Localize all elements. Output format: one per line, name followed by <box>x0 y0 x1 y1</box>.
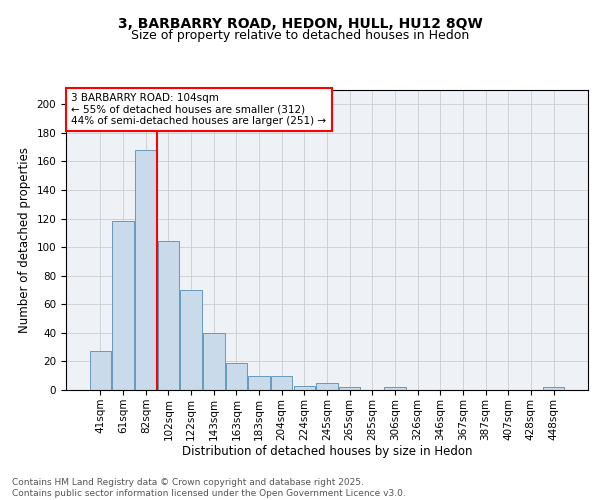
Bar <box>112 222 134 390</box>
Bar <box>339 387 361 390</box>
Bar <box>203 333 224 390</box>
Bar <box>226 363 247 390</box>
Bar <box>248 376 270 390</box>
Bar <box>293 386 315 390</box>
Text: Contains HM Land Registry data © Crown copyright and database right 2025.
Contai: Contains HM Land Registry data © Crown c… <box>12 478 406 498</box>
Bar <box>90 352 111 390</box>
Y-axis label: Number of detached properties: Number of detached properties <box>18 147 31 333</box>
Text: 3, BARBARRY ROAD, HEDON, HULL, HU12 8QW: 3, BARBARRY ROAD, HEDON, HULL, HU12 8QW <box>118 18 482 32</box>
Bar <box>543 387 564 390</box>
Bar <box>271 376 292 390</box>
Text: Size of property relative to detached houses in Hedon: Size of property relative to detached ho… <box>131 29 469 42</box>
Bar <box>316 383 338 390</box>
Bar <box>135 150 157 390</box>
Bar <box>384 387 406 390</box>
Bar <box>158 242 179 390</box>
Text: 3 BARBARRY ROAD: 104sqm
← 55% of detached houses are smaller (312)
44% of semi-d: 3 BARBARRY ROAD: 104sqm ← 55% of detache… <box>71 93 326 126</box>
Bar <box>181 290 202 390</box>
X-axis label: Distribution of detached houses by size in Hedon: Distribution of detached houses by size … <box>182 446 472 458</box>
